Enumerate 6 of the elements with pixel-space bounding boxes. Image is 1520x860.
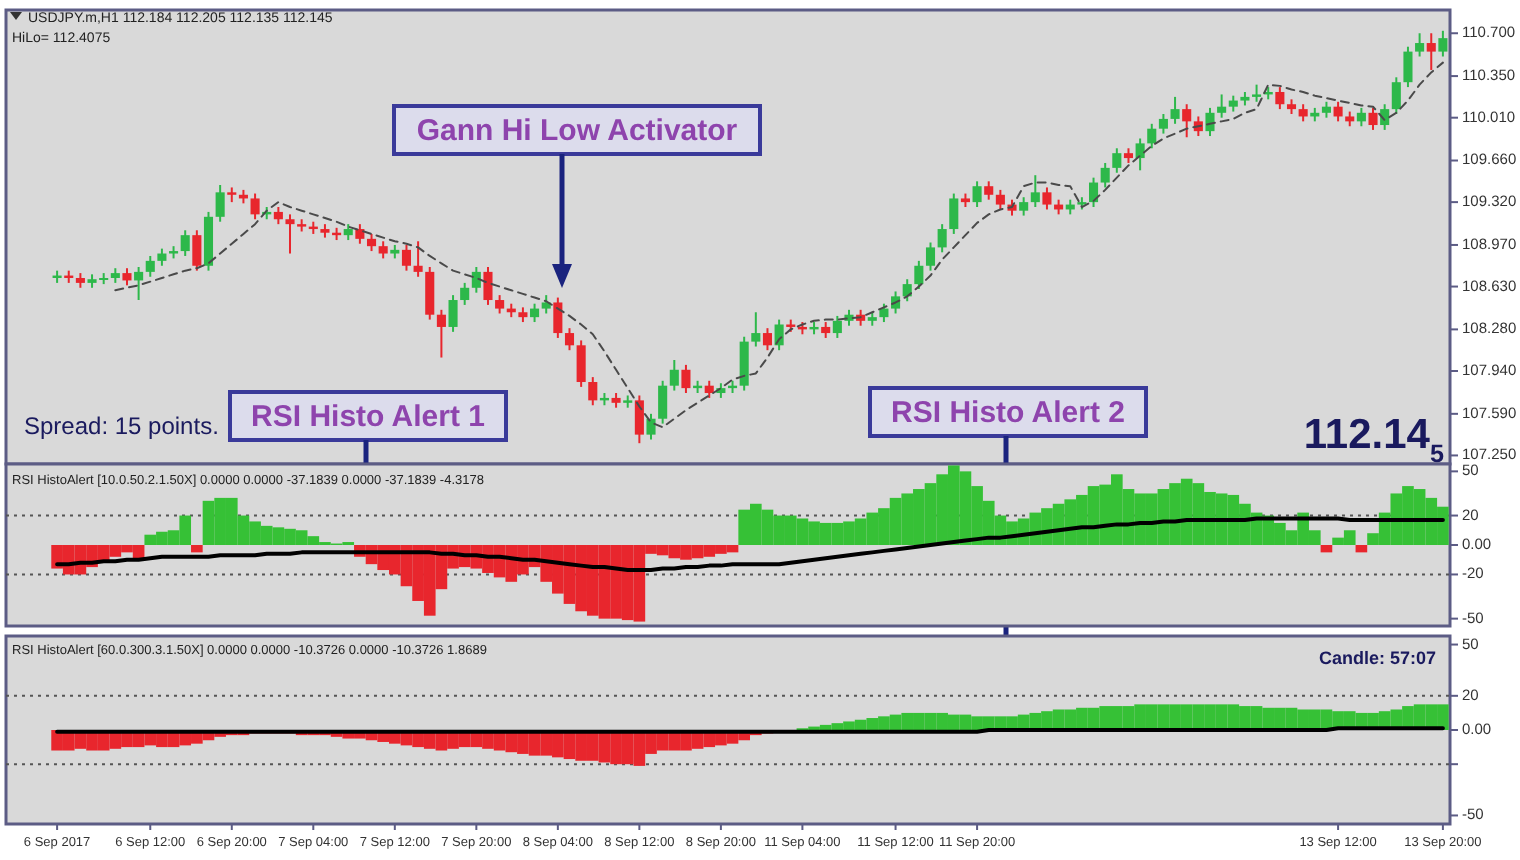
annotation: Candle: 57:07 bbox=[1318, 648, 1436, 668]
annotation: Spread: 15 points. bbox=[24, 412, 219, 440]
annotation: RSI Histo Alert 1 bbox=[251, 400, 485, 434]
annotation: 112.14$_{5}$ bbox=[1303, 412, 1444, 468]
annotation: Gann Hi Low Activator bbox=[416, 114, 738, 148]
annotation: RSI Histo Alert 2 bbox=[891, 396, 1125, 430]
